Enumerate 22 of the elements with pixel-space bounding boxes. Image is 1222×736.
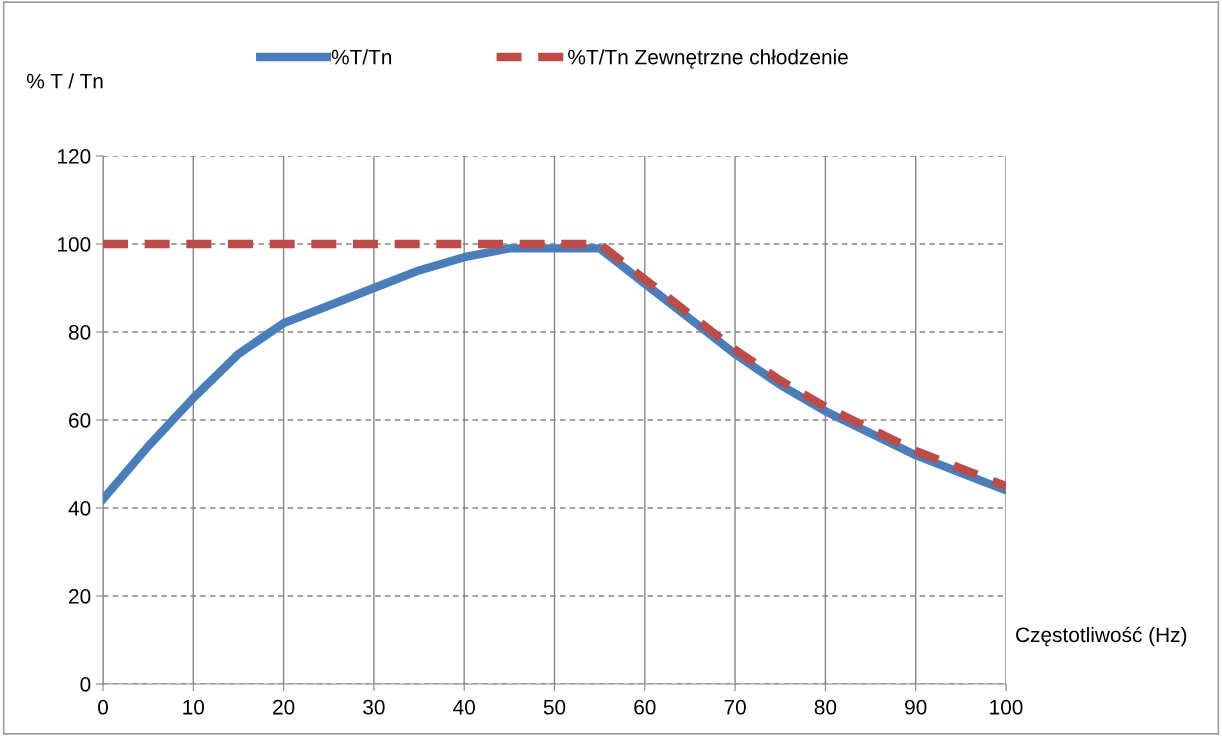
legend-label: %T/Tn	[331, 49, 392, 65]
y-tick-label: 100	[58, 237, 91, 252]
x-tick-label: 40	[453, 699, 475, 715]
y-axis-title: % T / Tn	[26, 73, 103, 89]
y-tick-label: 40	[68, 501, 91, 516]
x-tick-label: 0	[98, 699, 108, 715]
x-axis-title: Częstotliwość (Hz)	[1016, 626, 1187, 647]
x-tick-label: 20	[273, 699, 295, 715]
x-tick-label: 30	[363, 699, 385, 715]
y-tick-label: 80	[68, 325, 91, 340]
x-tick-label: 90	[905, 699, 927, 715]
x-tick-label: 80	[814, 699, 837, 715]
x-tick-label: 70	[724, 699, 746, 715]
x-tick-label: 60	[634, 699, 656, 715]
x-tick-label: 100	[990, 699, 1023, 715]
legend-label: %T/Tn Zewnętrzne chłodzenie	[568, 49, 848, 69]
y-tick-label: 60	[69, 413, 91, 428]
y-tick-label: 120	[58, 149, 91, 164]
x-tick-label: 10	[183, 699, 205, 715]
y-tick-label: 20	[69, 589, 91, 604]
x-tick-label: 50	[543, 699, 566, 715]
y-tick-label: 0	[80, 677, 91, 692]
